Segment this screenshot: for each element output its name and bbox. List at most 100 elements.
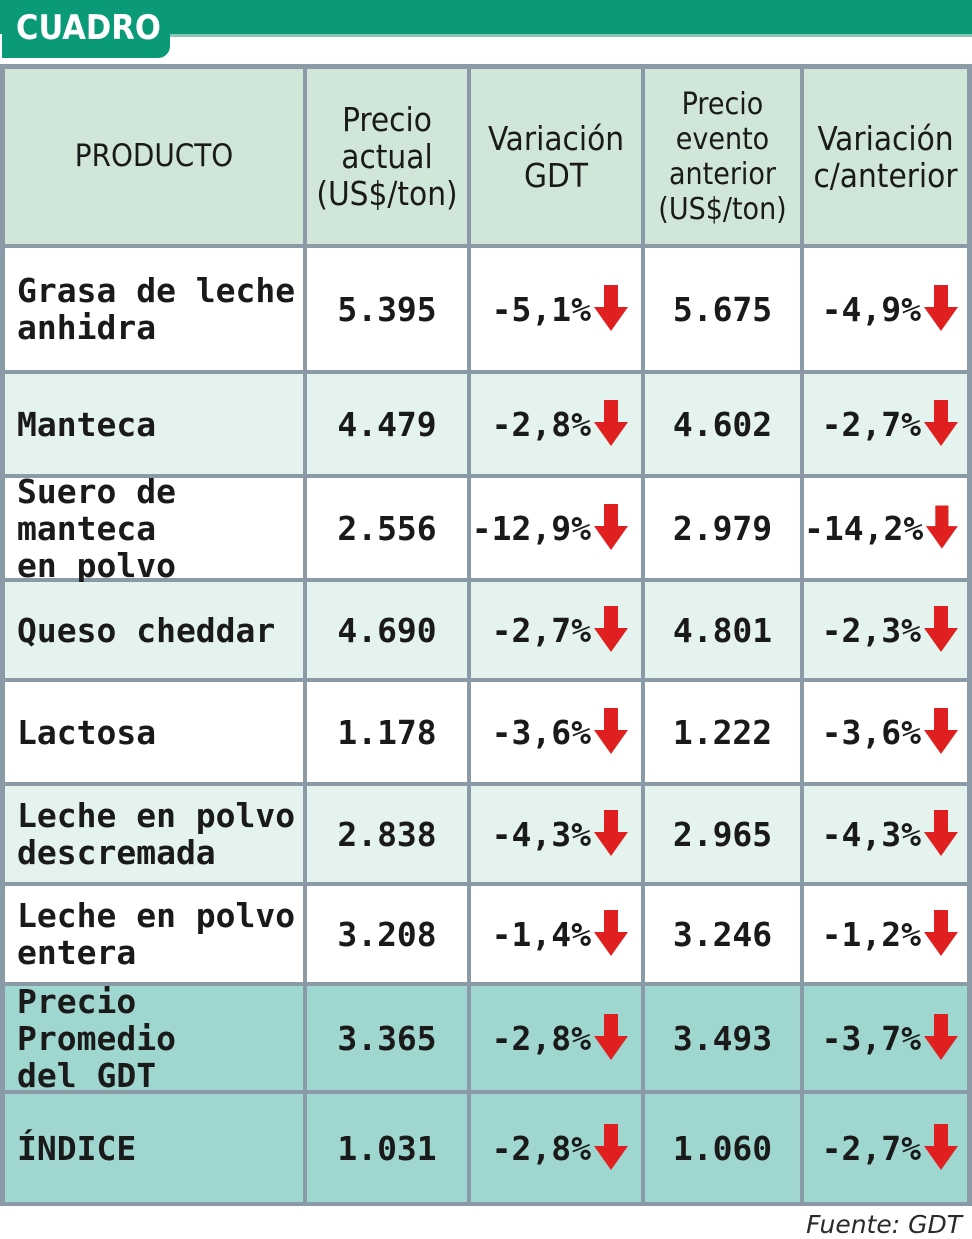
cell-producto-text: Queso cheddar bbox=[17, 610, 276, 650]
cell-precio-actual: 2.838 bbox=[307, 786, 467, 882]
cell-variacion-anterior: -3,6% bbox=[804, 682, 967, 782]
cell-producto: Grasa de leche anhidra bbox=[5, 248, 303, 370]
cell-precio-actual: 4.690 bbox=[307, 582, 467, 678]
title-underline bbox=[170, 34, 972, 58]
cell-precio-anterior: 1.222 bbox=[645, 682, 800, 782]
cell-precio-anterior: 2.979 bbox=[645, 478, 800, 578]
cell-variacion-anterior-text: -2,7% bbox=[821, 1128, 921, 1168]
cell-variacion-anterior-text: -1,2% bbox=[821, 914, 921, 954]
down-arrow-icon bbox=[594, 810, 628, 856]
cell-variacion-gdt: -2,8% bbox=[471, 374, 641, 474]
cell-precio-actual-text: 3.365 bbox=[337, 1018, 437, 1058]
down-arrow-icon bbox=[594, 708, 628, 754]
header-precio-anterior: Precio evento anterior (US$/ton) bbox=[645, 69, 800, 244]
cell-producto-text: Lactosa bbox=[17, 712, 157, 752]
cell-precio-anterior: 1.060 bbox=[645, 1094, 800, 1202]
cell-variacion-gdt-text: -12,9% bbox=[471, 508, 591, 548]
cell-variacion-gdt: -1,4% bbox=[471, 886, 641, 982]
cell-variacion-anterior: -14,2% bbox=[804, 478, 967, 578]
down-arrow-icon bbox=[924, 810, 958, 856]
cell-precio-anterior-text: 3.246 bbox=[672, 914, 773, 954]
cell-producto: Precio Promedio del GDT bbox=[5, 983, 303, 1094]
cell-variacion-anterior: -2,7% bbox=[804, 374, 967, 474]
cell-variacion-gdt: -2,8% bbox=[471, 1094, 641, 1202]
cell-variacion-anterior-text: -2,3% bbox=[821, 610, 921, 650]
cell-variacion-gdt: -12,9% bbox=[471, 478, 641, 578]
down-arrow-icon bbox=[594, 504, 628, 550]
cell-precio-actual: 3.208 bbox=[307, 886, 467, 982]
cell-precio-actual: 4.479 bbox=[307, 374, 467, 474]
cell-variacion-anterior: -3,7% bbox=[804, 986, 967, 1090]
cell-variacion-gdt-text: -2,7% bbox=[491, 610, 591, 650]
cell-variacion-anterior: -1,2% bbox=[804, 886, 967, 982]
cell-precio-anterior-text: 5.675 bbox=[672, 289, 773, 329]
cell-precio-anterior-text: 1.060 bbox=[672, 1128, 773, 1168]
cell-producto-text: Grasa de leche anhidra bbox=[17, 271, 296, 347]
cell-producto: Suero de manteca en polvo bbox=[5, 473, 303, 584]
cell-variacion-anterior: -2,7% bbox=[804, 1094, 967, 1202]
cell-precio-actual-text: 5.395 bbox=[337, 289, 437, 329]
title-tab: CUADRO bbox=[2, 2, 170, 58]
down-arrow-icon bbox=[924, 1124, 958, 1170]
cell-precio-actual-text: 2.556 bbox=[337, 508, 437, 548]
cell-precio-anterior-text: 4.801 bbox=[672, 610, 773, 650]
down-arrow-icon bbox=[924, 708, 958, 754]
cell-precio-actual-text: 1.178 bbox=[337, 712, 437, 752]
cell-precio-actual-text: 4.690 bbox=[337, 610, 437, 650]
cell-producto-text: Leche en polvo descremada bbox=[17, 796, 296, 872]
cell-variacion-anterior: -2,3% bbox=[804, 582, 967, 678]
down-arrow-icon bbox=[594, 910, 628, 956]
cell-precio-actual: 1.178 bbox=[307, 682, 467, 782]
cell-precio-anterior-text: 4.602 bbox=[672, 404, 773, 444]
cell-precio-anterior: 4.602 bbox=[645, 374, 800, 474]
cell-variacion-gdt: -5,1% bbox=[471, 248, 641, 370]
header-variacion-gdt: Variación GDT bbox=[471, 69, 641, 244]
cell-precio-anterior-text: 1.222 bbox=[672, 712, 773, 752]
down-arrow-icon bbox=[924, 400, 958, 446]
cell-precio-anterior: 2.965 bbox=[645, 786, 800, 882]
header-producto: PRODUCTO bbox=[5, 69, 303, 244]
cell-precio-actual: 5.395 bbox=[307, 248, 467, 370]
cell-producto-text: Precio Promedio del GDT bbox=[17, 981, 176, 1095]
cell-producto: Manteca bbox=[5, 374, 303, 474]
cell-precio-actual: 3.365 bbox=[307, 986, 467, 1090]
cell-precio-actual-text: 3.208 bbox=[337, 914, 437, 954]
cell-producto: Leche en polvo descremada bbox=[5, 786, 303, 882]
source-note: Fuente: GDT bbox=[806, 1210, 962, 1239]
cell-producto: Leche en polvo entera bbox=[5, 886, 303, 982]
cell-variacion-anterior-text: -2,7% bbox=[821, 404, 921, 444]
cell-precio-actual: 1.031 bbox=[307, 1094, 467, 1202]
cell-precio-actual-text: 4.479 bbox=[337, 404, 437, 444]
cell-variacion-gdt: -2,7% bbox=[471, 582, 641, 678]
price-table: PRODUCTO Precio actual (US$/ton) Variaci… bbox=[0, 64, 972, 1206]
cell-variacion-gdt: -4,3% bbox=[471, 786, 641, 882]
cell-precio-anterior: 5.675 bbox=[645, 248, 800, 370]
cell-precio-anterior: 4.801 bbox=[645, 582, 800, 678]
cell-precio-anterior-text: 3.493 bbox=[672, 1018, 773, 1058]
down-arrow-icon bbox=[924, 606, 958, 652]
cell-variacion-anterior-text: -14,2% bbox=[804, 508, 924, 548]
cell-variacion-anterior-text: -4,9% bbox=[821, 289, 921, 329]
down-arrow-icon bbox=[926, 505, 959, 549]
header-variacion-anterior: Variación c/anterior bbox=[804, 69, 967, 244]
cell-variacion-gdt-text: -5,1% bbox=[491, 289, 591, 329]
cell-variacion-anterior-text: -4,3% bbox=[821, 814, 921, 854]
cell-producto: Queso cheddar bbox=[5, 582, 303, 678]
header-precio-actual: Precio actual (US$/ton) bbox=[307, 69, 467, 244]
cell-variacion-gdt: -3,6% bbox=[471, 682, 641, 782]
down-arrow-icon bbox=[924, 1014, 958, 1060]
cell-producto: ÍNDICE bbox=[5, 1094, 303, 1202]
cell-precio-anterior-text: 2.979 bbox=[672, 508, 773, 548]
cell-producto-text: Manteca bbox=[17, 404, 157, 444]
cell-precio-actual-text: 2.838 bbox=[337, 814, 437, 854]
cell-variacion-gdt-text: -1,4% bbox=[491, 914, 591, 954]
cell-variacion-anterior: -4,3% bbox=[804, 786, 967, 882]
cell-producto: Lactosa bbox=[5, 682, 303, 782]
down-arrow-icon bbox=[924, 910, 958, 956]
cell-variacion-anterior-text: -3,7% bbox=[821, 1018, 921, 1058]
down-arrow-icon bbox=[594, 606, 628, 652]
cell-variacion-gdt-text: -2,8% bbox=[491, 1018, 591, 1058]
down-arrow-icon bbox=[594, 285, 628, 331]
cell-precio-actual: 2.556 bbox=[307, 478, 467, 578]
cell-variacion-gdt-text: -2,8% bbox=[491, 1128, 591, 1168]
